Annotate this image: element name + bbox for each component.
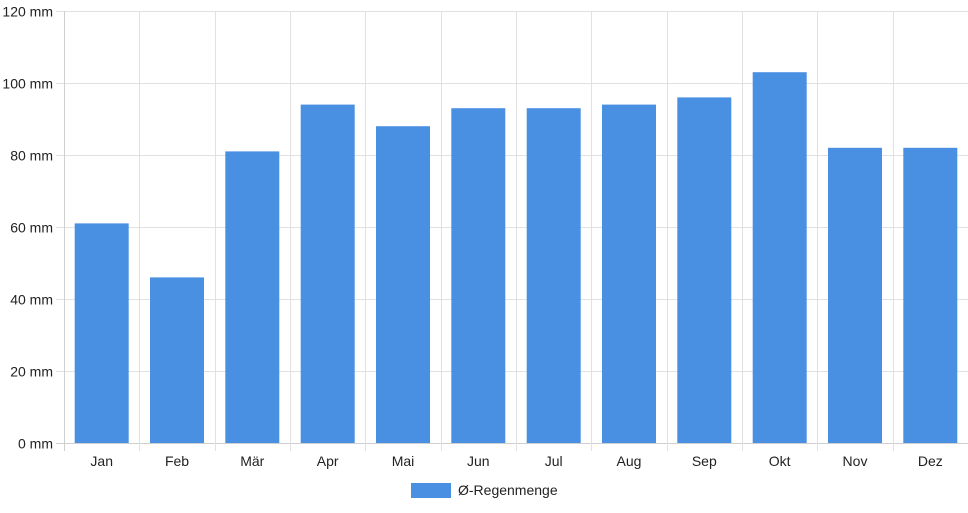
bar-aug[interactable] [602, 104, 656, 443]
x-tick-label: Dez [918, 453, 943, 469]
bar-mär[interactable] [225, 151, 280, 443]
bar-okt[interactable] [752, 72, 807, 443]
y-tick-label: 100 mm [2, 76, 53, 92]
x-tick-label: Mär [240, 453, 264, 469]
x-tick-label: Jun [467, 453, 490, 469]
y-tick-label: 80 mm [10, 148, 53, 164]
bar-dez[interactable] [903, 147, 958, 444]
x-tick-label: Aug [617, 453, 642, 469]
bar-apr[interactable] [300, 104, 355, 443]
bars-layer [74, 72, 958, 444]
x-tick-label: Jul [545, 453, 563, 469]
x-tick-label: Nov [843, 453, 868, 469]
x-tick-label: Apr [317, 453, 339, 469]
x-tick-label: Feb [165, 453, 189, 469]
bar-jul[interactable] [526, 108, 581, 443]
x-tick-label: Sep [692, 453, 717, 469]
y-tick-label: 60 mm [10, 220, 53, 236]
bar-nov[interactable] [828, 147, 882, 444]
y-tick-label: 20 mm [10, 364, 53, 380]
legend[interactable]: Ø-Regenmenge [411, 482, 558, 498]
y-tick-label: 120 mm [2, 4, 53, 20]
bar-jan[interactable] [74, 223, 129, 443]
legend-swatch[interactable] [411, 483, 451, 498]
x-tick-label: Mai [392, 453, 415, 469]
bar-feb[interactable] [150, 277, 204, 443]
y-tick-label: 40 mm [10, 292, 53, 308]
axis-layer: 0 mm 20 mm 40 mm 60 mm 80 mm 100 mm 120 mm Jan F… [2, 4, 942, 470]
x-tick-label: Jan [90, 453, 113, 469]
bar-jun[interactable] [451, 108, 506, 443]
x-tick-label: Okt [769, 453, 791, 469]
y-tick-label: 0 mm [18, 436, 53, 452]
legend-label[interactable]: Ø-Regenmenge [458, 482, 558, 498]
bar-sep[interactable] [677, 97, 732, 444]
grid-layer [56, 11, 968, 451]
bar-mai[interactable] [376, 126, 430, 443]
